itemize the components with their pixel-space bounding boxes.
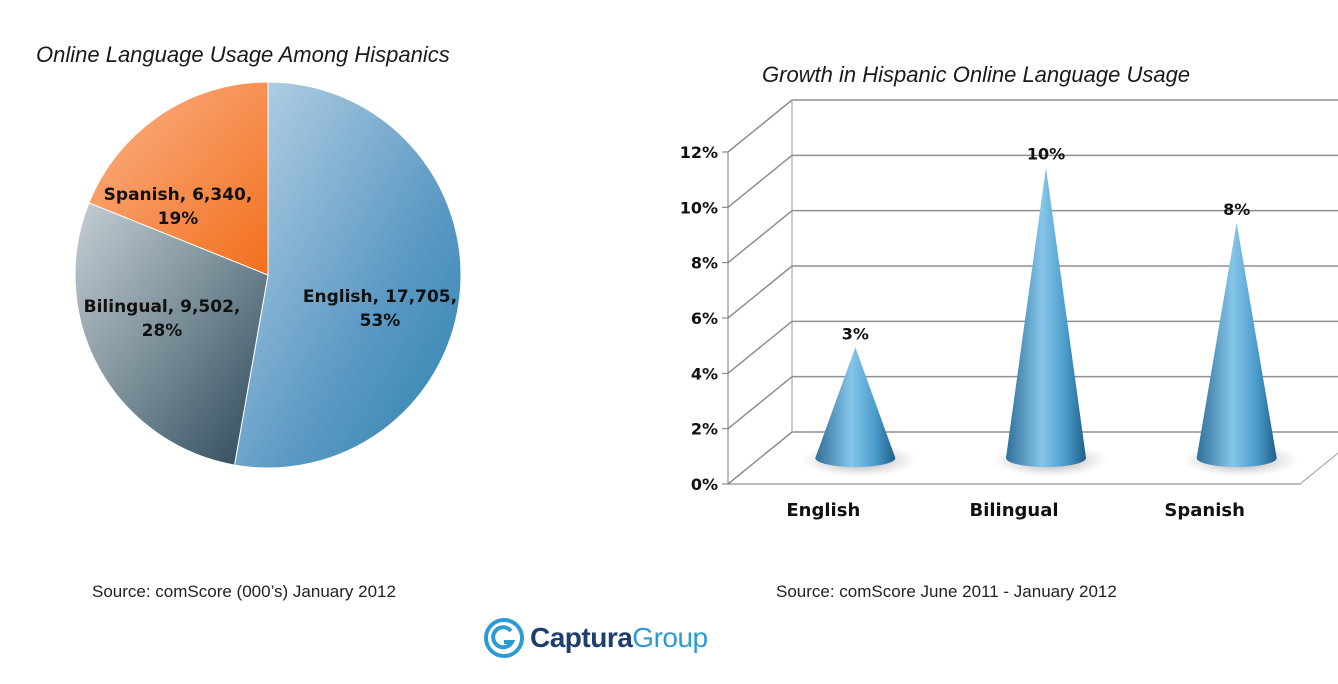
logo-word-captura: Captura [530,622,633,653]
y-tick-label: 6% [691,309,718,328]
cone-bar-bilingual [1006,167,1086,467]
cone-bar-english [815,347,896,467]
y-tick-label: 12% [680,143,718,162]
grid-diagonal [727,154,793,208]
pie-chart: English, 17,705, 53% Bilingual, 9,502, 28% S… [74,81,462,469]
bar-chart-source: Source: comScore June 2011 - January 201… [776,582,1117,601]
pie-slice-spanish [88,81,269,276]
pie-slice-english [233,81,462,469]
grid-diagonal [727,99,793,153]
data-label: 8% [1223,200,1250,219]
grid-diagonal [727,376,793,430]
y-tick-label: 2% [691,420,718,439]
pie-label-bilingual: Bilingual, 9,502, 28% [84,297,241,341]
captura-logo-icon [484,618,524,658]
cone-bar-chart: 0% 2% 4% 6% 8% 10% 12% 3% English 10% Bilingual 8% S… [680,99,1338,521]
category-label: English [786,500,860,521]
logo-word-group: Group [632,622,708,653]
data-label: 10% [1027,145,1065,164]
pie-slice-bilingual [74,202,269,466]
pie-label-spanish: Spanish, 6,340, 19% [104,185,253,229]
y-tick-label: 10% [680,198,718,217]
data-label: 3% [842,324,869,343]
grid-diagonal [727,431,793,485]
grid-diagonal [727,320,793,374]
category-label: Bilingual [969,500,1058,521]
category-label: Spanish [1164,500,1245,521]
grid-diagonal [727,210,793,264]
pie-label-english: English, 17,705, 53% [303,287,457,331]
captura-group-logo: Captura Group [484,618,708,658]
pie-chart-source: Source: comScore (000’s) January 2012 [92,582,396,601]
y-tick-label: 0% [691,475,718,494]
y-tick-label: 8% [691,254,718,273]
grid-diagonal [727,265,793,319]
bar-chart-title: Growth in Hispanic Online Language Usage [762,62,1191,87]
cone-bar-spanish [1196,222,1277,467]
pie-chart-title: Online Language Usage Among Hispanics [36,42,450,67]
y-tick-label: 4% [691,364,718,383]
